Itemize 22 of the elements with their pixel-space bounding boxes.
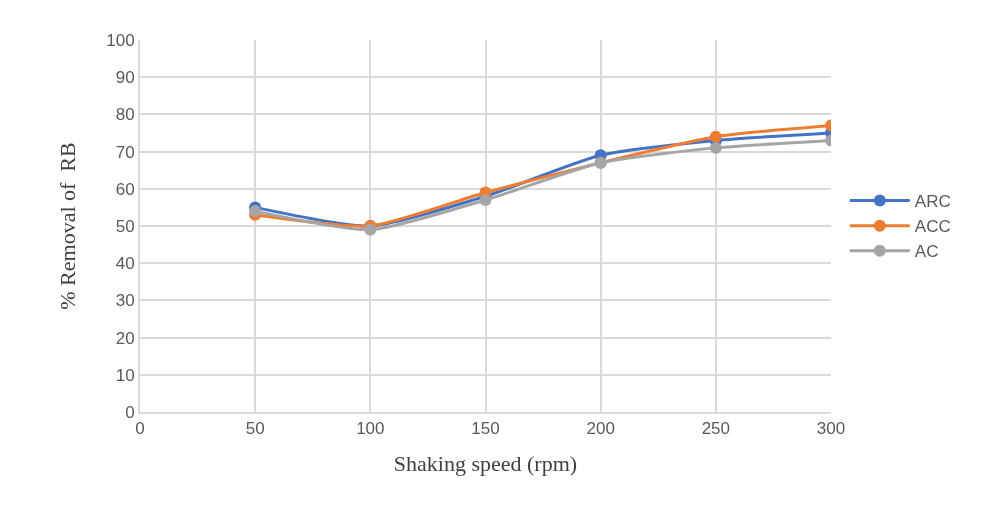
x-tick-label: 200 <box>586 419 615 439</box>
y-tick-label: 40 <box>115 254 135 274</box>
x-tick-label: 250 <box>701 419 731 439</box>
y-tick-label: 60 <box>115 179 135 199</box>
legend-label: ARC <box>914 192 951 212</box>
y-tick-label: 0 <box>125 402 135 422</box>
x-tick-label: 150 <box>471 419 500 439</box>
y-tick-label: 90 <box>115 68 135 88</box>
y-tick-label: 10 <box>115 365 135 385</box>
x-tick-label: 100 <box>356 419 385 439</box>
x-tick-label: 300 <box>816 419 846 439</box>
y-tick-label: 20 <box>115 328 135 348</box>
y-tick-label: 80 <box>115 105 135 125</box>
y-tick-label: 70 <box>115 142 135 162</box>
y-tick-label: 30 <box>115 291 135 311</box>
y-axis-title: % Removal of RB <box>54 142 80 310</box>
y-tick-label: 50 <box>115 216 135 236</box>
x-axis-title: Shaking speed (rpm) <box>393 450 578 476</box>
legend-label: AC <box>914 242 939 262</box>
x-tick-label: 50 <box>245 419 265 439</box>
legend-label: ACC <box>914 217 951 237</box>
y-tick-label: 100 <box>106 30 135 50</box>
